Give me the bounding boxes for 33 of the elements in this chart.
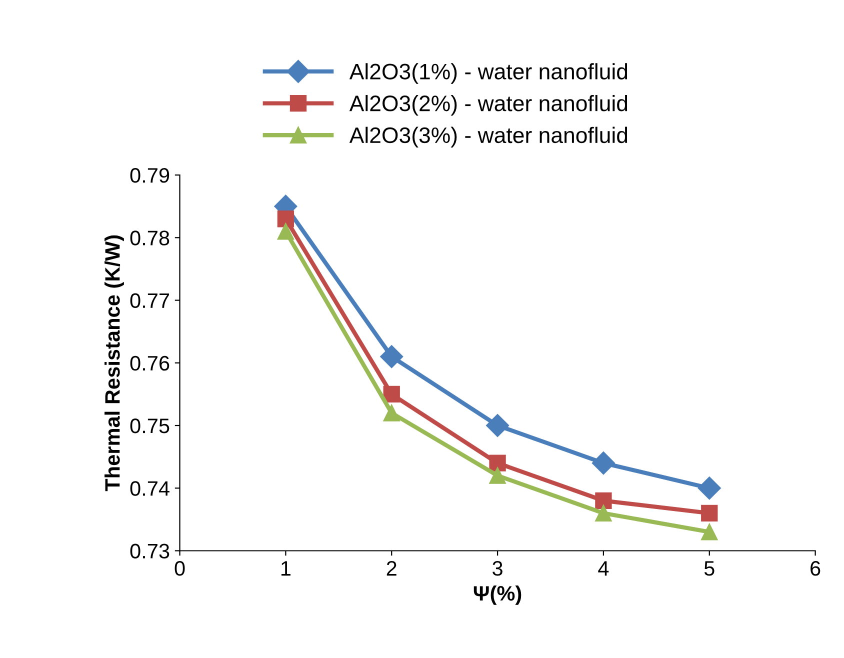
y-axis-title: Thermal Resistance (K/W)	[104, 235, 124, 492]
point	[383, 386, 400, 403]
y-tick-label: 0.76	[130, 356, 170, 371]
x-axis-title: Ψ(%)	[474, 585, 522, 605]
y-tick-label: 0.79	[130, 168, 170, 183]
point	[277, 223, 294, 240]
legend-label: Al2O3(2%) - water nanofluid	[349, 94, 628, 116]
point	[380, 345, 404, 368]
x-tick-label: 6	[810, 561, 820, 576]
point	[595, 504, 612, 522]
y-tick-label: 0.73	[130, 544, 170, 558]
x-tick-label: 2	[386, 561, 396, 576]
point	[383, 404, 400, 422]
point	[698, 476, 721, 500]
x-tick-label: 1	[281, 561, 290, 576]
x-tick-label: 3	[492, 561, 502, 576]
legend-label: Al2O3(1%) - water nanofluid	[349, 63, 628, 84]
point	[486, 414, 510, 438]
point	[701, 504, 718, 522]
x-tick-label: 0	[174, 561, 185, 576]
y-tick-label: 0.77	[130, 293, 170, 308]
point	[489, 467, 506, 484]
y-tick-label: 0.75	[130, 418, 170, 434]
y-tick-label: 0.78	[130, 230, 170, 246]
y-tick-label: 0.74	[130, 481, 170, 496]
legend-label: Al2O3(3%) - water nanofluid	[349, 126, 628, 148]
point	[489, 454, 506, 472]
x-tick-label: 4	[598, 561, 609, 576]
x-tick-label: 5	[704, 561, 714, 576]
point	[277, 210, 294, 228]
point	[701, 524, 718, 540]
point	[595, 492, 612, 509]
point	[592, 452, 615, 475]
